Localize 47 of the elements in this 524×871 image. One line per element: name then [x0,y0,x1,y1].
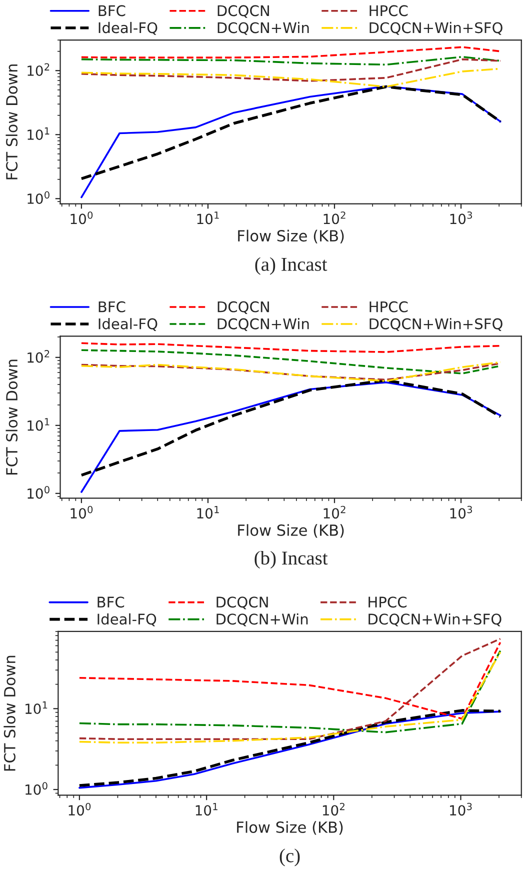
x-tick-label: 10$^{1}$ [196,803,218,816]
legend-label: DCQCN+Win [216,613,308,626]
y-tick-label: 10$^{2}$ [28,350,50,363]
text: (b) Incast [254,550,328,569]
y-tick-label: 10$^{1}$ [28,418,50,431]
x-axis-title: Flow Size (KB) [238,230,344,244]
y-tick-label: 10$^{0}$ [28,486,50,499]
y-axis-title: FCT Slow Down [4,656,16,771]
legend-label: DCQCN+Win [218,22,309,35]
legend-label: HPCC [370,5,408,16]
legend-label: DCQCN+Win+SFQ [368,613,502,626]
x-tick-label: 10$^{0}$ [70,211,93,224]
legend-label: BFC [98,5,126,16]
legend-label: Ideal-FQ [98,318,158,331]
x-axis-title: Flow Size (KB) [237,821,343,835]
x-tick-label: 10$^{3}$ [450,211,472,224]
x-tick-label: 10$^{2}$ [324,211,346,224]
x-tick-label: 10$^{3}$ [450,802,472,816]
y-tick-label: 10$^{2}$ [28,63,50,76]
legend-label: DCQCN+Win+SFQ [370,22,502,35]
legend-label: Ideal-FQ [98,613,156,626]
x-tick-label: 10$^{0}$ [68,802,91,816]
x-tick-label: 10$^{2}$ [324,506,346,519]
y-tick-label: 10$^{1}$ [26,701,48,714]
legend-label: DCQCN+Win [218,318,309,331]
y-tick-label: 10$^{0}$ [26,782,48,795]
legend-label: BFC [98,596,124,608]
legend-label: BFC [98,301,126,312]
x-tick-label: 10$^{0}$ [70,506,93,519]
text: (c) [280,848,300,866]
legend-label: HPCC [370,301,408,312]
x-axis-title: Flow Size (KB) [238,524,344,538]
legend-label: DCQCN [218,5,269,18]
y-tick-label: 10$^{1}$ [28,127,50,140]
legend-label: DCQCN+Win+SFQ [370,318,502,331]
x-tick-label: 10$^{2}$ [322,802,344,816]
y-axis-title: FCT Slow Down [6,64,18,180]
x-tick-label: 10$^{1}$ [197,506,219,519]
legend-label: DCQCN [218,301,269,314]
text: (a) Incast [255,257,328,275]
legend-label: Ideal-FQ [98,22,158,35]
x-tick-label: 10$^{1}$ [197,212,219,224]
x-tick-label: 10$^{3}$ [450,506,472,519]
legend-label: HPCC [368,596,407,608]
legend-label: DCQCN [216,596,268,610]
y-axis-title: FCT Slow Down [6,360,18,474]
y-tick-label: 10$^{0}$ [28,191,50,204]
